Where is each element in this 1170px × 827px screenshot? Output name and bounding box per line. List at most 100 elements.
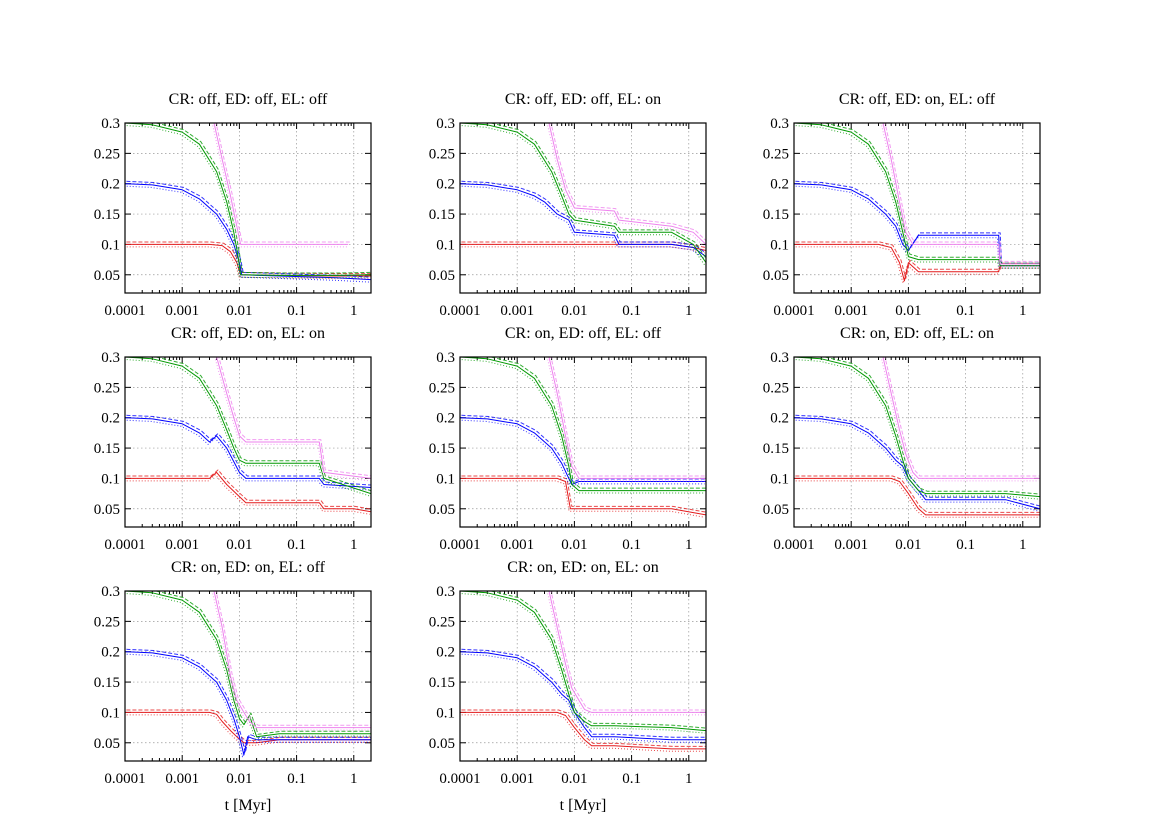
y-tick-label: 0.25 — [763, 380, 789, 396]
series-line-violet — [882, 123, 1040, 265]
series-line-green-variant — [489, 357, 706, 489]
y-tick-label: 0.15 — [94, 675, 120, 691]
y-tick-label: 0.2 — [770, 177, 789, 193]
y-tick-label: 0.1 — [770, 237, 789, 253]
y-tick-label: 0.05 — [94, 736, 120, 752]
series-line-blue — [460, 183, 706, 258]
y-tick-label: 0.2 — [101, 411, 120, 427]
y-tick-label: 0.2 — [770, 411, 789, 427]
series-line-red — [794, 477, 1040, 516]
series-line-red — [125, 243, 371, 277]
series-line-green — [794, 357, 1040, 498]
y-tick-label: 0.1 — [101, 705, 120, 721]
x-tick-label: 0.001 — [165, 303, 199, 319]
series-line-red-variant — [461, 475, 706, 513]
x-tick-label: 0.01 — [226, 303, 252, 319]
series-line-red-variant — [460, 246, 705, 254]
x-tick-label: 0.1 — [956, 303, 975, 319]
series-line-violet — [548, 123, 706, 245]
x-tick-label: 0.0001 — [104, 537, 145, 553]
series-line-green-variant — [823, 357, 1040, 495]
series-line-red-variant — [125, 474, 370, 515]
series-line-blue-variant — [460, 653, 705, 743]
series-line-blue — [794, 183, 1040, 267]
y-tick-label: 0.25 — [429, 146, 455, 162]
y-tick-label: 0.2 — [101, 645, 120, 661]
y-tick-label: 0.3 — [101, 116, 120, 132]
y-tick-label: 0.3 — [101, 350, 120, 366]
series-line-green — [460, 357, 706, 492]
series-line-blue-variant — [795, 180, 1040, 264]
series-group — [460, 357, 706, 518]
series-line-violet — [213, 591, 371, 729]
series-line-green — [125, 591, 371, 738]
y-tick-label: 0.3 — [770, 350, 789, 366]
y-tick-label: 0.05 — [429, 502, 455, 518]
plot-frame — [793, 122, 1041, 294]
y-tick-label: 0.1 — [101, 237, 120, 253]
y-tick-label: 0.15 — [763, 441, 789, 457]
x-tick-label: 0.01 — [561, 303, 587, 319]
y-tick-label: 0.3 — [770, 116, 789, 132]
x-tick-label: 1 — [685, 537, 693, 553]
x-tick-label: 0.1 — [622, 537, 641, 553]
x-tick-label: 0.01 — [561, 771, 587, 787]
series-line-red-variant — [126, 469, 371, 510]
x-tick-label: 0.01 — [226, 537, 252, 553]
series-line-violet — [213, 123, 349, 245]
panel-title: CR: off, ED: off, EL: on — [505, 91, 661, 108]
x-tick-label: 0.1 — [287, 771, 306, 787]
series-line-violet-variant — [884, 123, 1040, 262]
plot-frame — [124, 590, 372, 762]
series-line-blue-variant — [461, 180, 706, 254]
series-group — [460, 123, 706, 266]
series-line-violet — [548, 591, 706, 713]
panel-3: CR: off, ED: on, EL: off 0.0001 0.001 0.01 0… — [763, 91, 1041, 319]
x-tick-label: 0.001 — [834, 303, 868, 319]
series-line-green — [794, 123, 1040, 267]
x-tick-label: 1 — [350, 303, 358, 319]
series-line-green-variant — [154, 123, 371, 274]
y-tick-label: 0.15 — [94, 441, 120, 457]
series-line-blue — [460, 651, 706, 741]
series-line-blue — [794, 417, 1040, 510]
series-line-green-variant — [125, 124, 370, 279]
series-group — [125, 357, 371, 515]
series-group — [794, 357, 1040, 518]
panel-title: CR: on, ED: off, EL: on — [840, 325, 994, 342]
series-line-violet — [548, 357, 706, 479]
panel-2: CR: off, ED: off, EL: on 0.0001 0.001 0.01 0… — [429, 91, 707, 319]
series-line-blue-variant — [125, 419, 370, 491]
series-group — [125, 591, 371, 758]
series-line-blue — [460, 417, 706, 485]
series-line-red-variant — [461, 709, 706, 747]
y-tick-label: 0.3 — [436, 116, 455, 132]
x-tick-label: 0.0001 — [104, 303, 145, 319]
x-tick-label: 0.01 — [895, 303, 921, 319]
y-tick-label: 0.25 — [94, 380, 120, 396]
x-tick-label: 0.001 — [834, 537, 868, 553]
plot-frame — [793, 356, 1041, 528]
panel-title: CR: on, ED: off, EL: off — [505, 325, 662, 342]
x-axis-label: t [Myr] — [560, 797, 607, 814]
y-tick-label: 0.25 — [94, 614, 120, 630]
x-tick-label: 0.1 — [287, 537, 306, 553]
series-group — [460, 591, 706, 752]
x-tick-label: 1 — [1019, 537, 1027, 553]
y-tick-label: 0.1 — [101, 471, 120, 487]
y-tick-label: 0.05 — [94, 268, 120, 284]
series-group — [125, 123, 371, 283]
series-line-green — [460, 123, 706, 263]
x-tick-label: 1 — [350, 537, 358, 553]
series-line-violet-variant — [215, 123, 350, 243]
panel-6: CR: on, ED: off, EL: on 0.0001 0.001 0.01 0.… — [763, 325, 1041, 553]
series-line-blue — [125, 417, 371, 488]
x-tick-label: 0.1 — [622, 771, 641, 787]
x-tick-label: 0.1 — [287, 303, 306, 319]
panel-title: CR: off, ED: off, EL: off — [169, 91, 328, 108]
series-line-red-variant — [795, 475, 1040, 513]
x-tick-label: 0.01 — [895, 537, 921, 553]
panel-title: CR: on, ED: on, EL: on — [507, 559, 659, 576]
series-line-green — [125, 123, 371, 276]
